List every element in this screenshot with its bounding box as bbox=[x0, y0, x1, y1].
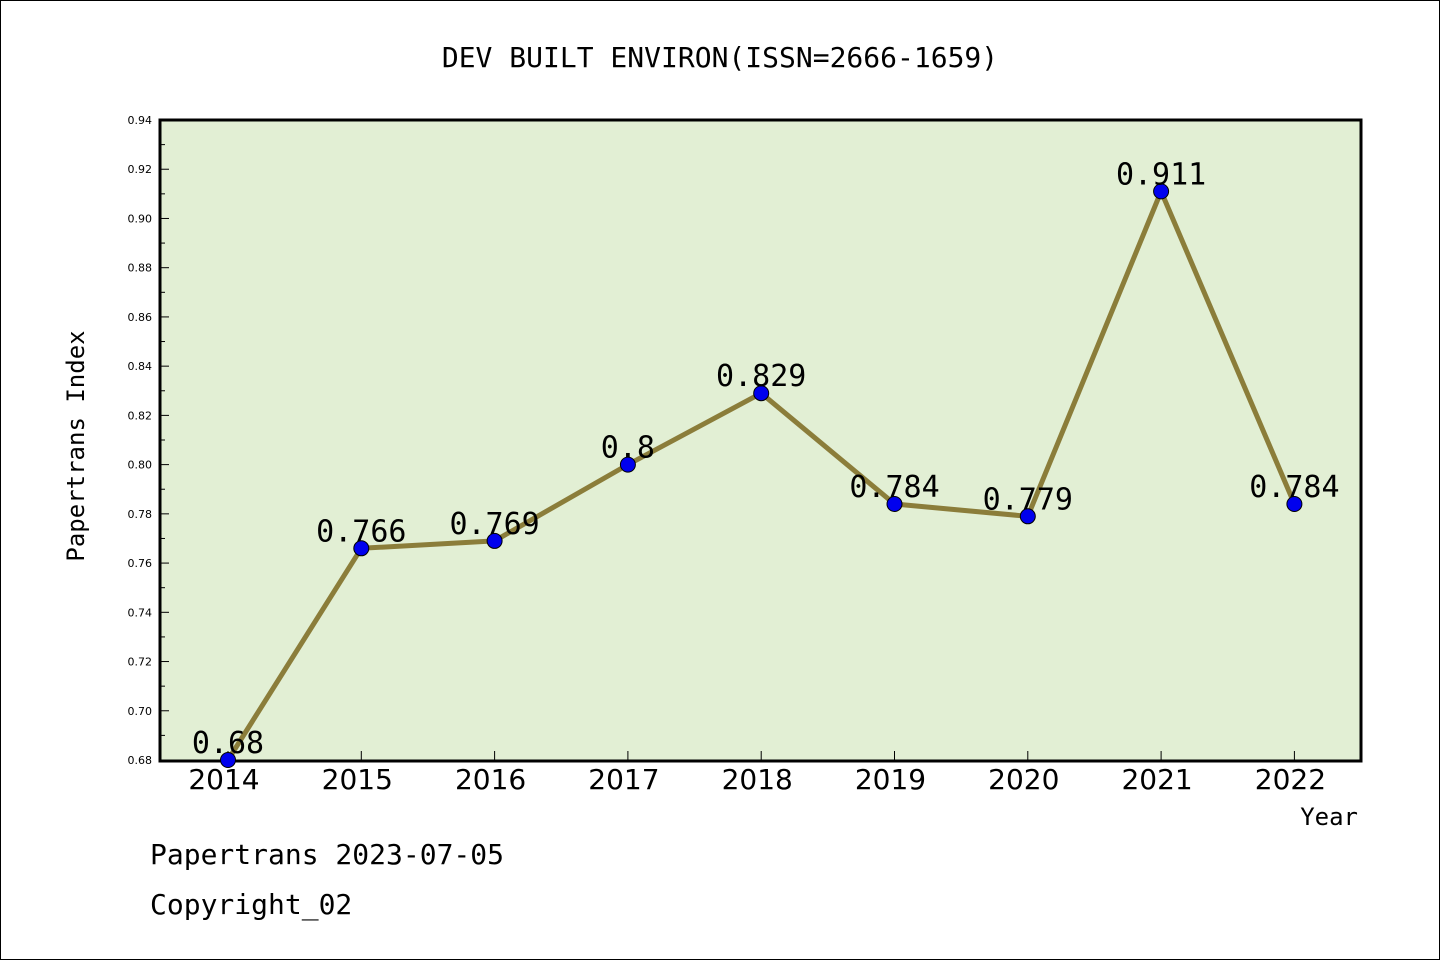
data-label: 0.911 bbox=[1116, 157, 1206, 192]
x-tick-label: 2017 bbox=[588, 763, 659, 796]
data-label: 0.779 bbox=[983, 482, 1073, 517]
chart-title: DEV BUILT ENVIRON(ISSN=2666-1659) bbox=[442, 41, 998, 74]
y-tick-label: 0.78 bbox=[128, 508, 153, 521]
y-tick-label: 0.70 bbox=[128, 705, 153, 718]
y-tick-label: 0.94 bbox=[128, 114, 153, 127]
y-tick-label: 0.86 bbox=[128, 311, 153, 324]
data-point bbox=[753, 385, 770, 402]
x-tick-label: 2019 bbox=[855, 763, 926, 796]
data-point bbox=[220, 752, 236, 768]
x-tick-label: 2014 bbox=[188, 763, 259, 796]
y-tick-label: 0.82 bbox=[128, 409, 153, 422]
y-tick-label: 0.84 bbox=[128, 360, 153, 373]
x-tick-label: 2021 bbox=[1121, 763, 1192, 796]
y-tick-label: 0.68 bbox=[128, 754, 153, 767]
data-point bbox=[1286, 496, 1303, 512]
x-tick-label: 2018 bbox=[722, 763, 793, 796]
x-tick-label: 2020 bbox=[988, 763, 1059, 796]
data-label: 0.784 bbox=[1249, 470, 1339, 505]
data-label: 0.68 bbox=[192, 726, 264, 761]
y-tick-label: 0.92 bbox=[128, 163, 153, 176]
x-tick-label: 2022 bbox=[1255, 763, 1326, 796]
y-tick-label: 0.72 bbox=[128, 656, 153, 669]
y-tick-label: 0.74 bbox=[128, 606, 153, 619]
data-point bbox=[886, 496, 903, 512]
y-tick-label: 0.88 bbox=[128, 262, 153, 275]
x-tick-label: 2016 bbox=[455, 763, 526, 796]
data-label: 0.766 bbox=[316, 514, 406, 549]
y-tick-label: 0.76 bbox=[128, 557, 153, 570]
y-tick-label: 0.80 bbox=[128, 459, 153, 472]
x-tick-label: 2015 bbox=[322, 763, 393, 796]
data-point bbox=[1019, 508, 1036, 525]
plot-area bbox=[158, 118, 1363, 763]
data-point bbox=[353, 540, 370, 557]
y-tick-label: 0.90 bbox=[128, 212, 153, 225]
data-label: 0.784 bbox=[849, 470, 939, 505]
data-point bbox=[619, 456, 636, 473]
footer-copyright: Copyright_02 bbox=[150, 888, 352, 922]
footer-date: Papertrans 2023-07-05 bbox=[150, 838, 504, 871]
series-layer: 0.68 0.766 0.769 0.8 0.829 0.784 0.779 0.911 0.7… bbox=[192, 157, 1340, 768]
data-point bbox=[486, 532, 503, 549]
data-point bbox=[1153, 183, 1170, 200]
y-axis-ticks: 0.68 0.70 0.72 0.74 0.76 0.78 0.80 0.82 0.84 0.86… bbox=[128, 114, 169, 767]
data-label: 0.8 bbox=[601, 431, 655, 466]
x-axis-label: Year bbox=[1300, 803, 1358, 831]
x-axis-ticks: 2014 2015 2016 2017 2018 2019 2020 2021 2022 bbox=[188, 751, 1326, 796]
y-axis-label: Papertrans Index bbox=[62, 330, 90, 561]
data-label: 0.829 bbox=[716, 359, 806, 394]
data-label: 0.769 bbox=[449, 507, 539, 542]
